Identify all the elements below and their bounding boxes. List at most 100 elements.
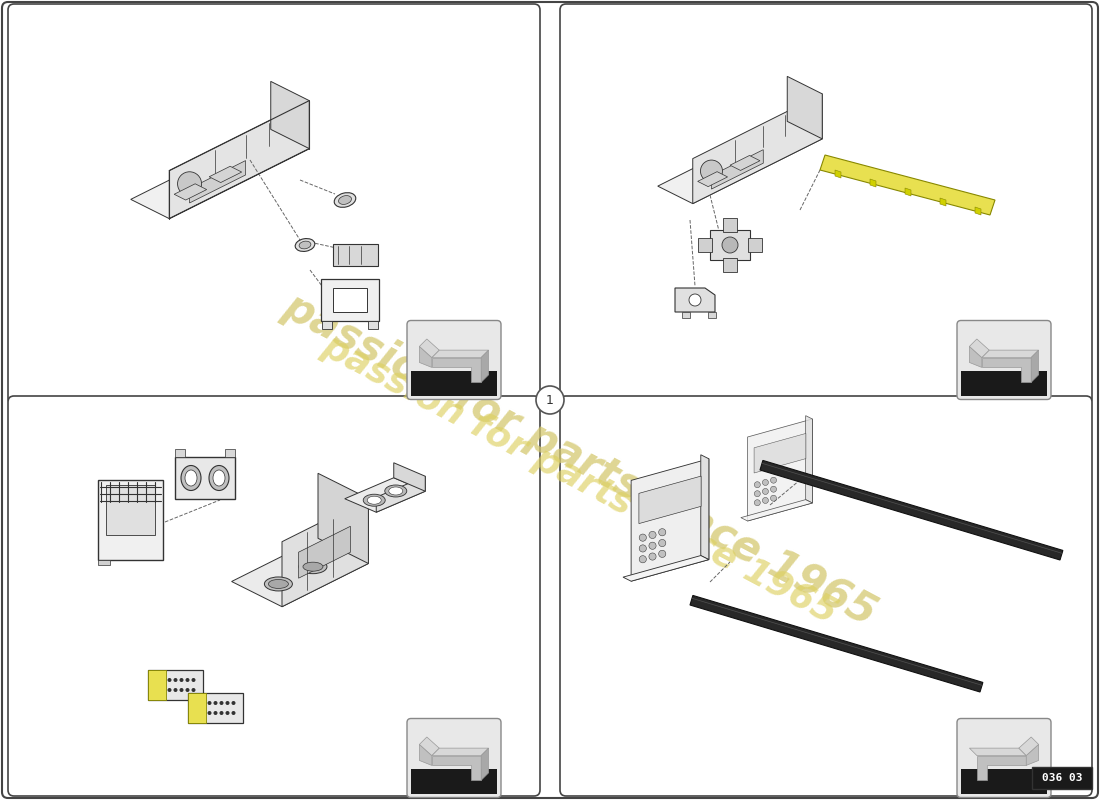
Polygon shape xyxy=(631,459,708,581)
Polygon shape xyxy=(419,745,432,766)
FancyBboxPatch shape xyxy=(957,718,1050,798)
Polygon shape xyxy=(106,485,154,535)
Polygon shape xyxy=(332,289,367,311)
Ellipse shape xyxy=(363,494,385,506)
Ellipse shape xyxy=(302,562,323,571)
Ellipse shape xyxy=(388,487,403,495)
Polygon shape xyxy=(226,449,235,457)
Polygon shape xyxy=(675,288,715,312)
Polygon shape xyxy=(298,526,351,578)
Polygon shape xyxy=(481,748,488,780)
Polygon shape xyxy=(755,434,806,473)
Polygon shape xyxy=(788,76,823,139)
Circle shape xyxy=(649,553,656,560)
Circle shape xyxy=(231,711,235,715)
Text: passion for parts since 1965: passion for parts since 1965 xyxy=(317,330,844,630)
Ellipse shape xyxy=(339,195,352,205)
Circle shape xyxy=(755,500,760,506)
Polygon shape xyxy=(682,312,690,318)
Text: passion for parts since 1965: passion for parts since 1965 xyxy=(276,286,883,634)
Polygon shape xyxy=(982,358,1031,382)
Polygon shape xyxy=(969,748,1026,755)
Circle shape xyxy=(167,688,172,692)
Polygon shape xyxy=(147,670,165,700)
Ellipse shape xyxy=(182,466,201,490)
Polygon shape xyxy=(969,346,982,367)
Polygon shape xyxy=(1019,737,1038,755)
Text: 036 03: 036 03 xyxy=(1042,773,1082,783)
Circle shape xyxy=(639,545,647,552)
Ellipse shape xyxy=(264,577,293,591)
Polygon shape xyxy=(98,480,163,560)
Ellipse shape xyxy=(213,470,226,486)
Circle shape xyxy=(186,688,189,692)
Circle shape xyxy=(649,542,656,550)
Polygon shape xyxy=(175,457,235,499)
Polygon shape xyxy=(209,166,242,182)
Polygon shape xyxy=(232,538,368,606)
Text: 1: 1 xyxy=(546,394,554,406)
Polygon shape xyxy=(1026,745,1038,766)
Polygon shape xyxy=(271,82,309,149)
Polygon shape xyxy=(419,346,432,367)
Polygon shape xyxy=(98,560,110,565)
Circle shape xyxy=(659,539,666,546)
Ellipse shape xyxy=(209,466,229,490)
Polygon shape xyxy=(344,478,426,512)
Circle shape xyxy=(536,386,564,414)
FancyBboxPatch shape xyxy=(1032,767,1092,789)
Polygon shape xyxy=(741,500,813,521)
Polygon shape xyxy=(870,179,876,187)
Polygon shape xyxy=(368,321,378,329)
Polygon shape xyxy=(969,339,989,358)
Polygon shape xyxy=(712,150,763,189)
Circle shape xyxy=(226,711,230,715)
Circle shape xyxy=(167,678,172,682)
Circle shape xyxy=(220,701,223,705)
Polygon shape xyxy=(376,476,426,512)
Polygon shape xyxy=(1031,350,1038,382)
Polygon shape xyxy=(175,449,185,457)
Circle shape xyxy=(639,556,647,563)
Polygon shape xyxy=(147,670,202,700)
Polygon shape xyxy=(905,188,911,196)
Circle shape xyxy=(659,529,666,536)
FancyBboxPatch shape xyxy=(961,769,1047,794)
Polygon shape xyxy=(693,94,823,204)
Circle shape xyxy=(191,678,196,682)
Circle shape xyxy=(174,678,177,682)
Circle shape xyxy=(755,490,760,497)
Circle shape xyxy=(770,477,777,483)
Polygon shape xyxy=(419,737,439,755)
Circle shape xyxy=(179,688,184,692)
Ellipse shape xyxy=(299,241,311,249)
FancyBboxPatch shape xyxy=(957,321,1050,399)
Circle shape xyxy=(226,701,230,705)
Polygon shape xyxy=(748,238,762,252)
Polygon shape xyxy=(282,498,369,606)
Polygon shape xyxy=(977,755,1026,780)
Polygon shape xyxy=(723,258,737,272)
Ellipse shape xyxy=(268,579,288,589)
Polygon shape xyxy=(321,279,380,321)
Polygon shape xyxy=(723,218,737,232)
Circle shape xyxy=(186,678,189,682)
Polygon shape xyxy=(835,170,842,178)
Circle shape xyxy=(213,701,218,705)
Circle shape xyxy=(770,495,777,501)
FancyBboxPatch shape xyxy=(560,396,1092,796)
FancyBboxPatch shape xyxy=(8,4,540,404)
Polygon shape xyxy=(760,461,1063,560)
FancyBboxPatch shape xyxy=(411,769,497,794)
Polygon shape xyxy=(975,207,981,215)
Circle shape xyxy=(174,688,177,692)
Ellipse shape xyxy=(367,496,382,504)
FancyBboxPatch shape xyxy=(560,4,1092,404)
Circle shape xyxy=(208,711,211,715)
Polygon shape xyxy=(432,350,488,358)
FancyBboxPatch shape xyxy=(407,321,500,399)
Circle shape xyxy=(191,688,196,692)
Polygon shape xyxy=(189,161,245,203)
Polygon shape xyxy=(697,172,727,186)
Polygon shape xyxy=(419,339,439,358)
